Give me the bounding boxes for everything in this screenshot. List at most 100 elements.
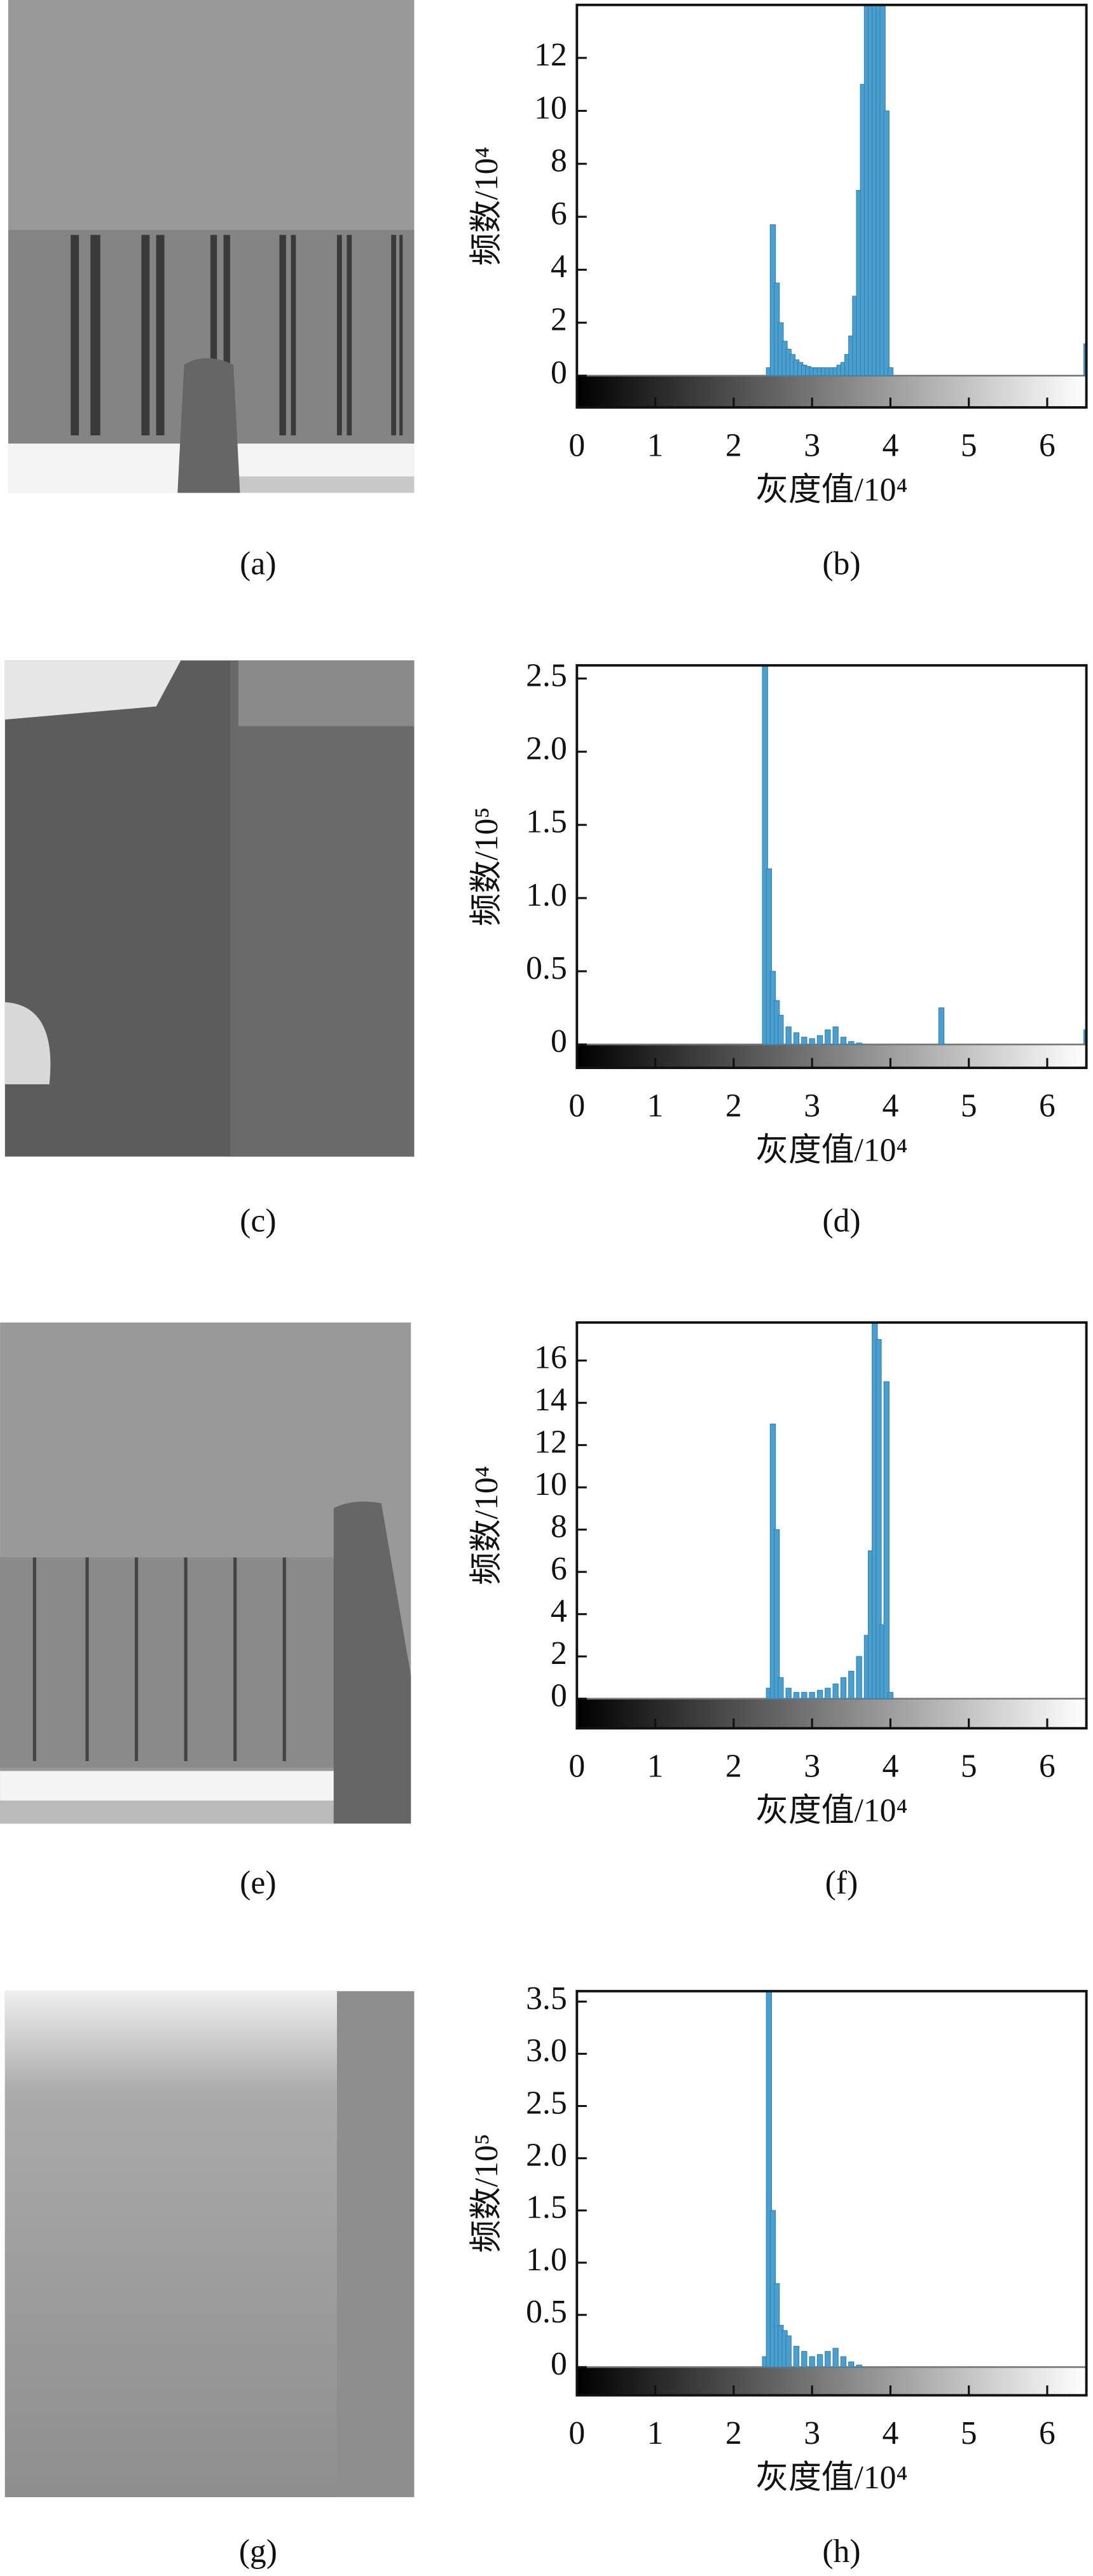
bar xyxy=(887,1692,894,1700)
image-c xyxy=(4,660,415,1157)
bars xyxy=(766,4,1087,376)
y-tick-label: 1.0 xyxy=(526,2242,567,2278)
y-tick-label: 10 xyxy=(534,1466,567,1503)
x-tick-label: 6 xyxy=(1039,2415,1055,2451)
bar xyxy=(832,1026,839,1045)
x-axis-label: 灰度值/10⁴ xyxy=(755,472,907,508)
y-tick-label: 2.5 xyxy=(526,657,567,693)
y-tick-label: 2 xyxy=(551,1635,567,1672)
y-tick-label: 0 xyxy=(551,1023,567,1060)
x-tick-label: 4 xyxy=(883,2415,899,2451)
bar xyxy=(1083,343,1087,376)
colorbar xyxy=(577,1698,1087,1729)
x-tick-label: 5 xyxy=(961,1748,977,1785)
bar xyxy=(809,1692,815,1700)
y-tick-label: 1.5 xyxy=(526,2190,567,2226)
bar xyxy=(825,1029,831,1045)
bar xyxy=(856,2364,862,2368)
x-tick-label: 2 xyxy=(725,1748,742,1785)
x-tick-label: 6 xyxy=(1039,1748,1055,1785)
bar xyxy=(883,110,890,376)
colorbar xyxy=(577,2367,1087,2395)
x-tick-label: 4 xyxy=(883,1088,899,1124)
bar xyxy=(856,1656,862,1700)
y-axis-label: 频数/10⁴ xyxy=(469,1466,505,1584)
bar xyxy=(832,2348,839,2368)
chart-caption: (b) xyxy=(822,546,860,582)
bar xyxy=(809,1038,815,1045)
y-tick-label: 12 xyxy=(534,1424,567,1461)
x-axis-label: 灰度值/10⁴ xyxy=(755,1793,907,1829)
y-tick-label: 1.5 xyxy=(526,804,567,840)
image-a xyxy=(8,0,415,493)
x-tick-label: 5 xyxy=(961,1088,977,1124)
x-axis-label: 灰度值/10⁴ xyxy=(755,1132,907,1168)
bar xyxy=(801,2351,808,2368)
x-axis-label: 灰度值/10⁴ xyxy=(755,2460,907,2496)
bar xyxy=(816,1035,823,1045)
y-tick-label: 8 xyxy=(551,1509,567,1545)
y-tick-label: 4 xyxy=(551,1593,567,1630)
y-tick-label: 16 xyxy=(534,1339,567,1375)
x-tick-label: 0 xyxy=(568,1748,585,1785)
bar xyxy=(832,1683,839,1700)
bar xyxy=(809,2356,815,2368)
x-tick-label: 1 xyxy=(647,1088,664,1124)
bar xyxy=(793,1692,800,1700)
y-axis-label: 频数/10⁵ xyxy=(469,807,505,926)
y-tick-label: 2.0 xyxy=(526,2137,567,2174)
bars xyxy=(762,665,1087,1045)
image-caption: (e) xyxy=(240,1865,276,1901)
bar xyxy=(848,1670,855,1700)
image-g xyxy=(4,1991,415,2497)
bars xyxy=(762,1991,862,2368)
image-caption: (a) xyxy=(240,546,276,582)
y-tick-label: 6 xyxy=(551,196,567,232)
x-tick-label: 0 xyxy=(568,428,585,464)
x-tick-label: 0 xyxy=(568,2415,585,2451)
plot-frame xyxy=(575,664,1088,1070)
x-tick-label: 3 xyxy=(804,1088,820,1124)
x-tick-label: 5 xyxy=(961,2415,977,2451)
x-tick-label: 0 xyxy=(568,1088,585,1124)
y-tick-label: 8 xyxy=(551,143,567,179)
bar xyxy=(801,1037,808,1045)
x-tick-label: 6 xyxy=(1039,428,1055,464)
image-e xyxy=(0,1322,411,1824)
bar xyxy=(1083,1029,1087,1045)
y-tick-label: 3.5 xyxy=(526,1980,567,2017)
x-tick-label: 2 xyxy=(725,1088,742,1124)
x-tick-label: 1 xyxy=(647,2415,664,2451)
bar xyxy=(778,1677,784,1700)
x-tick-label: 3 xyxy=(804,428,820,464)
bar xyxy=(762,665,768,1045)
plot-frame xyxy=(575,1321,1088,1730)
y-tick-label: 14 xyxy=(534,1382,567,1418)
bar xyxy=(856,1042,862,1045)
bar xyxy=(848,1041,855,1045)
bar xyxy=(785,2335,792,2368)
x-tick-label: 2 xyxy=(725,428,742,464)
y-tick-label: 0 xyxy=(551,1678,567,1714)
y-tick-label: 2.0 xyxy=(526,731,567,767)
y-tick-label: 10 xyxy=(534,90,567,126)
chart-caption: (f) xyxy=(825,1865,858,1901)
y-tick-label: 0.5 xyxy=(526,2294,567,2330)
bar xyxy=(766,1991,772,2368)
x-tick-label: 4 xyxy=(883,1748,899,1785)
bar xyxy=(825,2351,831,2368)
y-tick-label: 4 xyxy=(551,249,567,285)
x-tick-label: 1 xyxy=(647,428,664,464)
image-caption: (c) xyxy=(240,1203,276,1239)
bar xyxy=(766,868,772,1045)
plot-frame xyxy=(575,3,1088,409)
bar xyxy=(793,2345,800,2368)
bar xyxy=(848,2361,855,2368)
bar xyxy=(887,367,894,376)
chart-caption: (d) xyxy=(822,1203,860,1239)
bar xyxy=(774,1529,780,1700)
x-tick-label: 5 xyxy=(961,428,977,464)
bar xyxy=(938,1007,945,1045)
bar xyxy=(801,1692,808,1700)
